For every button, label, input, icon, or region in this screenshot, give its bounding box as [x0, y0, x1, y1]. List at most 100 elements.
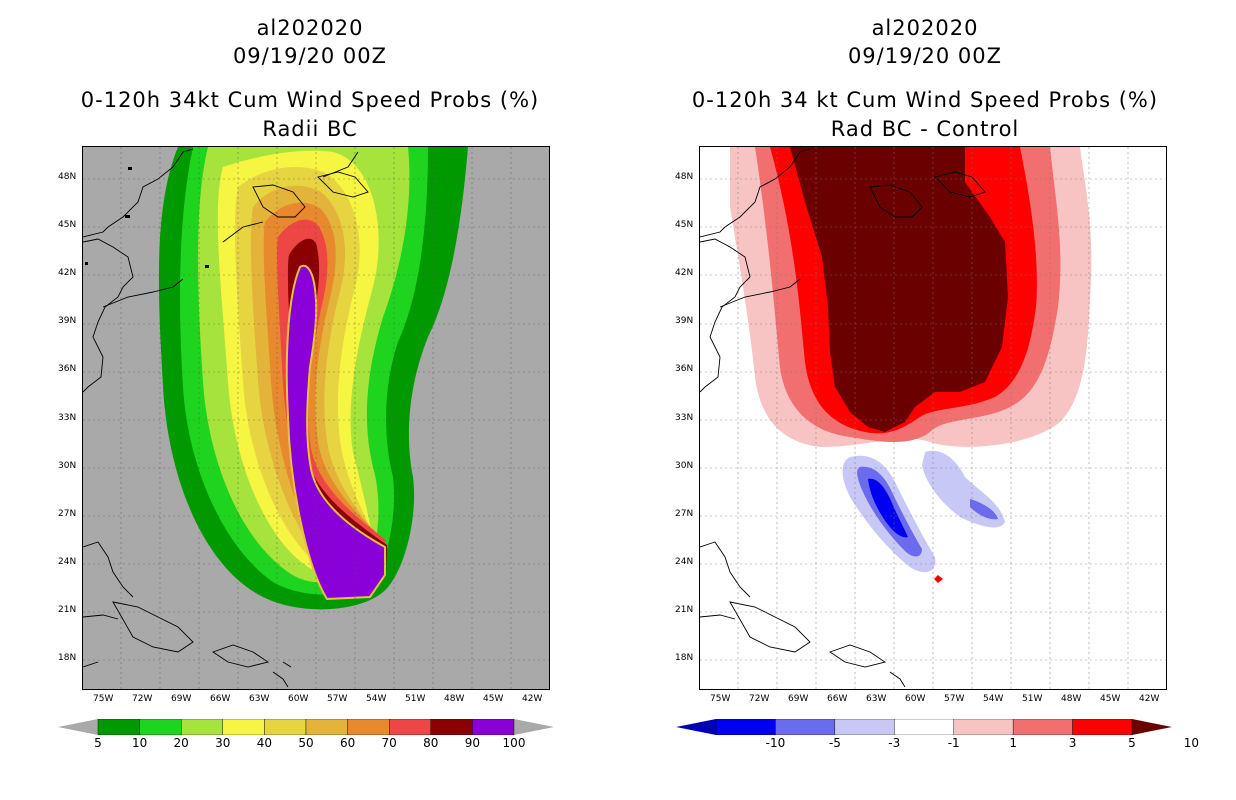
left-colorbar-svg	[58, 718, 554, 736]
right-lat-label: 39N	[675, 316, 694, 327]
right-lon-label: 63W	[866, 694, 887, 704]
left-lon-label: 57W	[327, 694, 348, 704]
right-colorbar-label: -10	[765, 736, 786, 750]
right-lon-label: 69W	[788, 694, 809, 704]
right-lon-label: 75W	[710, 694, 731, 704]
right-lat-label: 30N	[675, 460, 694, 471]
left-lat-label: 39N	[58, 316, 77, 327]
right-lat-label: 36N	[675, 364, 694, 375]
right-colorbar-swatch	[775, 718, 836, 736]
right-lon-label: 57W	[944, 694, 965, 704]
left-lat-label: 33N	[58, 412, 77, 423]
right-colorbar-swatch	[834, 718, 895, 736]
right-lon-label: 45W	[1100, 694, 1121, 704]
left-colorbar-swatch	[305, 718, 348, 736]
left-lon-label: 45W	[483, 694, 504, 704]
right-colorbar-label: -3	[888, 736, 901, 750]
right-colorbar-label: 1	[1009, 736, 1017, 750]
right-colorbar-arrow-low	[676, 719, 716, 735]
left-lat-label: 36N	[58, 364, 77, 375]
left-plot-title: 0-120h 34kt Cum Wind Speed Probs (%)	[80, 88, 540, 112]
right-colorbar-svg	[676, 718, 1172, 736]
left-colorbar-label: 60	[339, 736, 356, 750]
left-lat-label: 27N	[58, 508, 77, 519]
diff-neg-5	[868, 478, 908, 538]
left-lat-label: 24N	[58, 556, 77, 567]
coastlines-right	[700, 148, 986, 688]
diff-pos-marker	[934, 575, 943, 583]
left-colorbar-swatch	[180, 718, 223, 736]
right-colorbar-arrow-high	[1132, 719, 1172, 735]
left-lat-label: 48N	[58, 172, 77, 182]
right-colorbar-label: -5	[828, 736, 841, 750]
left-colorbar-swatch	[347, 718, 390, 736]
diff-pos-10	[790, 147, 1008, 432]
left-lat-label: 30N	[58, 460, 77, 471]
right-colorbar-swatch	[715, 718, 776, 736]
left-colorbar-label: 5	[94, 736, 102, 750]
right-colorbar-label: -1	[947, 736, 960, 750]
right-colorbar-swatch	[953, 718, 1014, 736]
right-colorbar-swatch	[1072, 718, 1133, 736]
left-colorbar-label: 100	[502, 736, 526, 750]
right-colorbar-label: 3	[1068, 736, 1077, 750]
diff-neg-3b	[970, 499, 998, 520]
right-lon-label: 72W	[749, 694, 770, 704]
left-lon-label: 63W	[249, 694, 270, 704]
left-lon-label: 75W	[93, 694, 114, 704]
right-lon-label: 54W	[983, 694, 1004, 704]
left-lat-label: 45N	[58, 220, 77, 231]
left-map-svg	[83, 147, 468, 688]
left-colorbar-swatch	[389, 718, 432, 736]
left-lon-label: 51W	[405, 694, 426, 704]
left-lon-label: 69W	[171, 694, 192, 704]
left-colorbar-label: 10	[131, 736, 148, 750]
right-plot-subtitle: Rad BC - Control	[830, 117, 1020, 141]
left-lon-label: 72W	[132, 694, 153, 704]
left-lon-label: 42W	[522, 694, 543, 704]
left-colorbar-arrow-low	[58, 719, 98, 735]
right-colorbar-swatch	[894, 718, 954, 736]
right-lon-label: 42W	[1139, 694, 1160, 704]
right-lon-label: 66W	[827, 694, 848, 704]
islands-dots	[85, 167, 209, 268]
left-colorbar-swatch	[472, 718, 515, 736]
right-lat-label: 24N	[675, 556, 694, 567]
left-colorbar-label: 70	[381, 736, 397, 750]
left-lon-label: 54W	[366, 694, 387, 704]
right-lat-label: 48N	[675, 172, 694, 182]
right-map-svg	[700, 147, 1092, 688]
left-colorbar-label: 20	[173, 736, 189, 750]
left-colorbar-label: 40	[256, 736, 273, 750]
left-colorbar-arrow-high	[514, 719, 554, 735]
left-lat-label: 21N	[58, 604, 77, 615]
left-colorbar-label: 90	[464, 736, 481, 750]
left-lat-label: 42N	[58, 268, 77, 279]
left-colorbar-label: 50	[298, 736, 314, 750]
left-colorbar-label: 30	[215, 736, 231, 750]
right-storm-id: al202020	[871, 16, 979, 40]
coastlines	[83, 148, 369, 688]
left-colorbar-swatch	[430, 718, 473, 736]
right-lat-label: 45N	[675, 220, 694, 231]
left-lon-label: 60W	[288, 694, 309, 704]
right-colorbar-label: 10	[1183, 736, 1200, 750]
right-lat-label: 42N	[675, 268, 694, 279]
right-lon-label: 51W	[1022, 694, 1043, 704]
left-colorbar	[58, 718, 554, 736]
left-colorbar-label: 80	[423, 736, 439, 750]
left-storm-id: al202020	[256, 16, 364, 40]
right-colorbar-label: 5	[1128, 736, 1136, 750]
left-colorbar-swatch	[139, 718, 182, 736]
left-plot-subtitle: Radii BC	[262, 117, 358, 141]
left-colorbar-swatch	[222, 718, 265, 736]
left-datetime: 09/19/20 00Z	[232, 44, 388, 68]
right-colorbar-swatch	[1012, 718, 1073, 736]
left-lon-label: 48W	[444, 694, 465, 704]
right-datetime: 09/19/20 00Z	[847, 44, 1003, 68]
right-difference-map	[699, 146, 1167, 690]
left-colorbar-swatch	[264, 718, 307, 736]
right-lat-label: 27N	[675, 508, 694, 519]
right-lon-label: 48W	[1061, 694, 1082, 704]
left-lon-label: 66W	[210, 694, 231, 704]
